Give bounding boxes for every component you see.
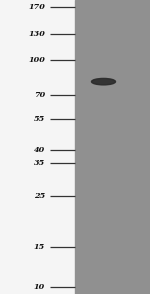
Text: 15: 15 bbox=[34, 243, 45, 251]
Text: 25: 25 bbox=[34, 192, 45, 200]
Bar bbox=[0, 0, 75, 294]
Text: 70: 70 bbox=[34, 91, 45, 99]
Text: 100: 100 bbox=[28, 56, 45, 64]
Text: 130: 130 bbox=[28, 30, 45, 38]
Bar bbox=[75, 0, 150, 294]
Text: 10: 10 bbox=[34, 283, 45, 291]
Text: 40: 40 bbox=[34, 146, 45, 154]
Text: 170: 170 bbox=[28, 3, 45, 11]
Text: 35: 35 bbox=[34, 159, 45, 167]
Ellipse shape bbox=[92, 78, 116, 85]
Text: 55: 55 bbox=[34, 115, 45, 123]
